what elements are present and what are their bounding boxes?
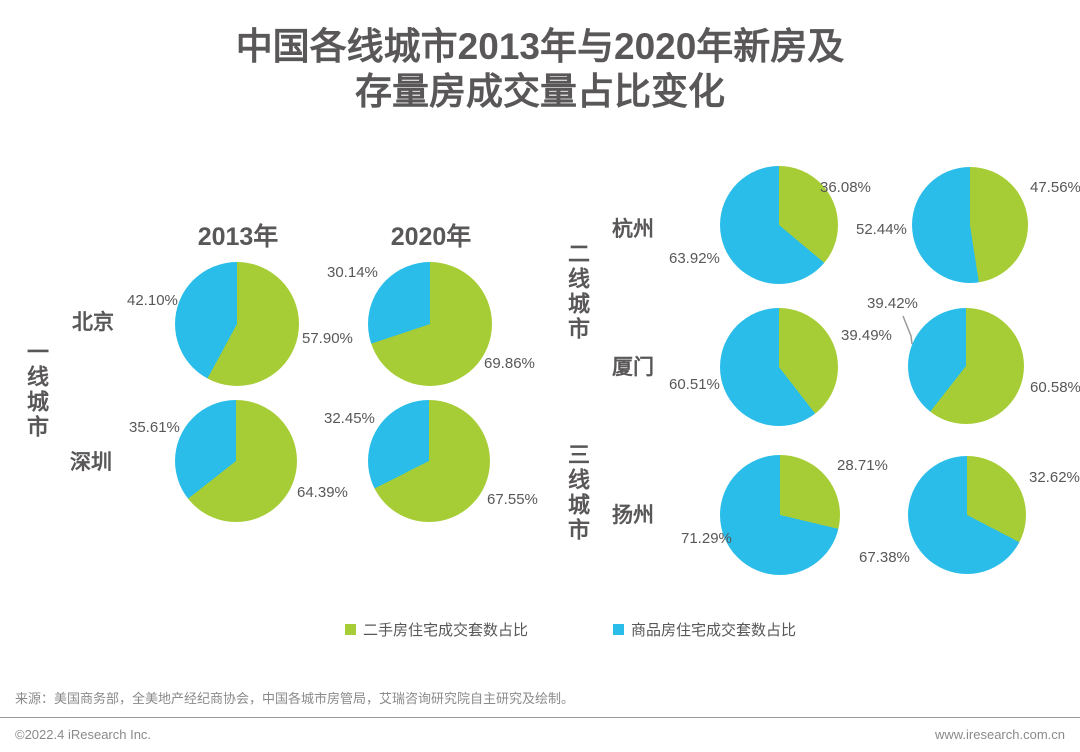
copyright-text: ©2022.4 iResearch Inc.: [15, 727, 152, 742]
legend-item-newhome: 商品房住宅成交套数占比: [613, 619, 796, 640]
city-label-beijing: 北京: [72, 311, 114, 334]
legend-item-secondhand: 二手房住宅成交套数占比: [345, 619, 528, 640]
label-hangzhou-2020-secondhand: 47.56%: [1030, 179, 1080, 196]
footer-divider: [0, 717, 1080, 718]
label-xiamen-2020-secondhand: 60.58%: [1030, 379, 1080, 396]
label-yangzhou-2013-secondhand: 28.71%: [837, 457, 888, 474]
label-xiamen-2020-newhome: 39.42%: [867, 295, 918, 312]
pie-shenzhen-2013: [175, 400, 297, 522]
pie-xiamen-2013: [720, 308, 838, 426]
pie-yangzhou-2020: [908, 456, 1026, 574]
label-beijing-2013-newhome: 42.10%: [127, 292, 178, 309]
pie-xiamen-2020: [908, 308, 1024, 424]
city-label-shenzhen: 深圳: [70, 451, 112, 474]
label-hangzhou-2013-secondhand: 36.08%: [820, 179, 871, 196]
legend-label-newhome: 商品房住宅成交套数占比: [631, 622, 797, 639]
label-xiamen-2013-newhome: 60.51%: [669, 376, 720, 393]
tier-label-tier2: 二线城市: [565, 242, 590, 342]
website-text: www.iresearch.com.cn: [934, 727, 1065, 742]
label-yangzhou-2013-newhome: 71.29%: [681, 530, 732, 547]
label-leader-line: [902, 315, 913, 345]
pie-beijing-2020: [368, 262, 492, 386]
city-label-xiamen: 厦门: [612, 356, 654, 379]
pie-shenzhen-2020: [368, 400, 490, 522]
chart-title-line1: 中国各线城市2013年与2020年新房及: [235, 26, 845, 67]
label-yangzhou-2020-secondhand: 32.62%: [1029, 469, 1080, 486]
column-header-2013: 2013年: [197, 223, 279, 251]
label-shenzhen-2020-secondhand: 67.55%: [487, 491, 538, 508]
pie-hangzhou-2013: [720, 166, 838, 284]
pie-hangzhou-2020: [912, 167, 1028, 283]
pie-beijing-2013: [175, 262, 299, 386]
label-shenzhen-2013-newhome: 35.61%: [129, 419, 180, 436]
legend-swatch-secondhand: [345, 624, 356, 635]
tier-label-tier1: 一线城市: [24, 340, 49, 440]
label-xiamen-2013-secondhand: 39.49%: [841, 327, 892, 344]
column-header-2020: 2020年: [390, 223, 472, 251]
legend-swatch-newhome: [613, 624, 624, 635]
label-yangzhou-2020-newhome: 67.38%: [859, 549, 910, 566]
label-hangzhou-2020-newhome: 52.44%: [856, 221, 907, 238]
label-shenzhen-2013-secondhand: 64.39%: [297, 484, 348, 501]
label-hangzhou-2013-newhome: 63.92%: [669, 250, 720, 267]
source-text: 来源：美国商务部，全美地产经纪商协会，中国各城市房管局，艾瑞咨询研究院自主研究及…: [15, 691, 575, 706]
city-label-yangzhou: 扬州: [612, 504, 654, 527]
city-label-hangzhou: 杭州: [612, 218, 654, 241]
chart-title-line2: 存量房成交量占比变化: [355, 71, 725, 112]
tier-label-tier3: 三线城市: [565, 443, 590, 543]
label-beijing-2020-newhome: 30.14%: [327, 264, 378, 281]
label-beijing-2013-secondhand: 57.90%: [302, 330, 353, 347]
label-beijing-2020-secondhand: 69.86%: [484, 355, 535, 372]
label-shenzhen-2020-newhome: 32.45%: [324, 410, 375, 427]
pie-yangzhou-2013: [720, 455, 840, 575]
legend-label-secondhand: 二手房住宅成交套数占比: [363, 622, 529, 639]
